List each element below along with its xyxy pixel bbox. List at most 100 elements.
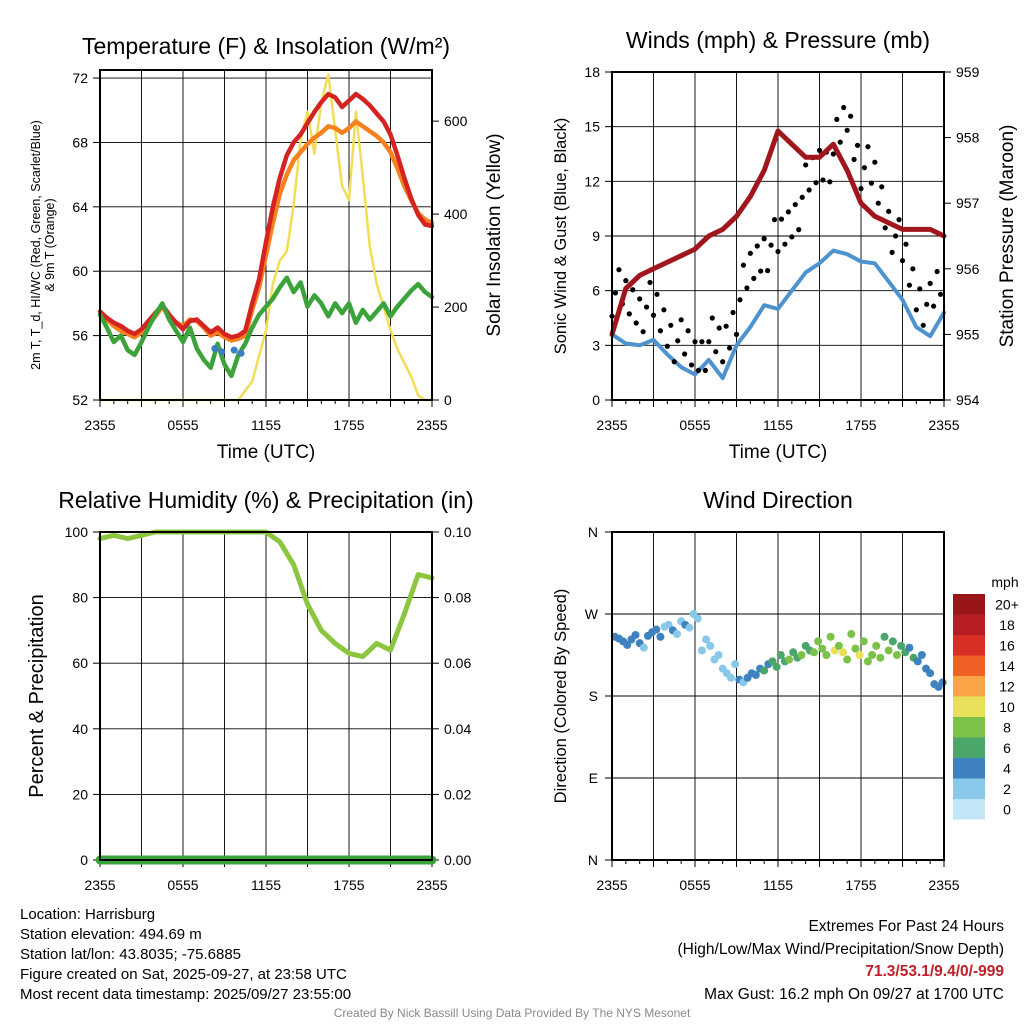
extremes-title: Extremes For Past 24 Hours [808,918,1004,935]
direction-point [892,651,901,659]
gust-point [654,291,660,297]
gust-point [633,320,639,326]
credit-line: Created By Nick Bassill Using Data Provi… [333,1006,691,1020]
gust-point [848,113,854,119]
gust-point [865,144,871,150]
y-tick-label: 0 [80,852,88,868]
extremes-box: Extremes For Past 24 Hours (High/Low/Max… [678,916,1005,1006]
dewpoint-line [97,275,435,379]
gust-point [834,116,840,122]
windchill-point [237,349,245,357]
legend-label: 12 [999,678,1015,694]
station-info: Location: Harrisburg Station elevation: … [20,905,351,1005]
windchill-point [218,348,226,356]
y-axis-label: 2m T, T_d, HI/WC (Red, Green, Scarlet/Bl… [29,120,43,370]
gust-point [702,367,708,373]
direction-point [905,643,914,652]
gust-point [737,297,743,303]
gust-point [688,362,695,368]
gust-point [872,159,878,165]
gust-point [879,184,885,190]
legend-title: mph [991,574,1018,590]
y-tick-label: N [588,524,598,540]
x-tick-label: 1755 [333,417,364,433]
y2-tick-label: 400 [444,206,468,222]
legend-label: 10 [999,699,1015,715]
station-latlon: Station lat/lon: 43.8035; -75.6885 [20,946,242,963]
plot-border [611,71,945,401]
gust-point [906,282,913,288]
gust-point [699,339,705,345]
legend-swatch [953,614,985,635]
gust-point [730,309,736,316]
direction-point [697,646,706,655]
direction-point [706,641,715,650]
direction-point [751,671,760,680]
direction-point [855,651,864,659]
legend-swatch [953,799,985,820]
gust-point [820,177,826,183]
gust-point [917,286,923,292]
extremes-values: 71.3/53.1/9.4/0/-999 [865,963,1004,980]
gust-point [675,338,681,344]
direction-point [876,653,885,662]
gust-point [650,312,657,318]
direction-point [760,666,769,675]
direction-point [656,632,665,641]
gust-point [744,285,750,291]
direction-point [851,644,860,653]
y2-tick-label: 957 [956,195,980,211]
gust-point [844,127,850,133]
gust-point [616,267,622,273]
x-tick-label: 2355 [416,877,447,893]
y-tick-label: 68 [72,134,88,150]
y2-tick-label: 955 [956,326,980,342]
gust-point [720,359,726,365]
gust-point [754,243,760,249]
direction-point [843,655,852,664]
y2-tick-label: 200 [444,299,468,315]
gust-point [768,242,774,248]
gust-point [758,268,764,274]
direction-point [702,635,711,644]
gust-point [937,291,944,297]
gust-point [685,328,691,334]
direction-point [664,620,673,629]
y-tick-label: 40 [72,721,88,737]
gust-point [882,225,888,231]
gust-point [830,151,836,157]
humidity-precip-panel: 2355 0555 1155 1755 2355 Relative Humidity (%… [26,487,474,893]
gust-point [771,217,778,223]
y-tick-label: 3 [592,337,600,353]
gust-point [789,234,795,240]
gust-point [716,325,722,331]
direction-point [693,614,702,623]
legend-swatch [953,676,985,697]
y-tick-label: 60 [72,263,88,279]
gust-point [778,216,785,222]
chart-title: Temperature (F) & Insolation (W/m²) [82,33,450,59]
gust-point [861,165,868,171]
y2-tick-label: 0 [444,392,452,408]
gust-point [792,201,798,208]
x-tick-label: 1755 [845,417,876,433]
wind-direction-panel: 2355 0555 1155 1755 2355 Wind Direction N E S W N D… [552,487,1019,893]
direction-point [880,632,889,641]
y-tick-label: 0 [592,392,600,408]
gust-point [647,279,653,286]
legend-swatch [953,635,985,656]
gust-point [612,290,619,296]
y-tick-label: 6 [592,283,600,299]
gust-point [854,142,861,148]
gust-point [827,179,833,185]
direction-point [897,641,906,650]
direction-point [888,637,897,646]
gust-point [747,250,753,256]
gust-point [630,287,636,293]
windchill-point [211,344,219,352]
direction-point [673,630,682,639]
temperature-panel: 2355 0555 1155 1755 2355 Temperature (F) & In… [29,33,505,463]
direction-point [776,651,785,659]
winds-pressure-panel: 2355 0555 1155 1755 2355 Winds (mph) & Pressu… [552,27,1018,463]
